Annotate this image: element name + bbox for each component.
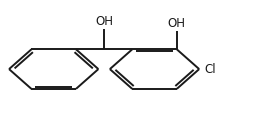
Text: OH: OH (168, 17, 186, 30)
Text: Cl: Cl (205, 63, 216, 76)
Text: OH: OH (95, 15, 113, 28)
